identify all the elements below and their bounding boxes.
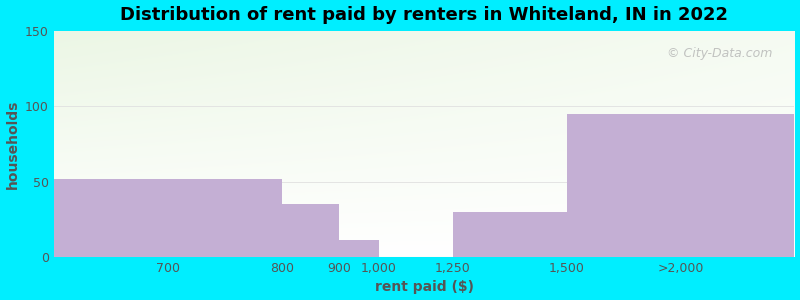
Y-axis label: households: households <box>6 99 19 188</box>
Bar <box>54 178 282 257</box>
Title: Distribution of rent paid by renters in Whiteland, IN in 2022: Distribution of rent paid by renters in … <box>120 6 728 24</box>
Bar <box>282 204 338 257</box>
Bar <box>453 212 566 257</box>
X-axis label: rent paid ($): rent paid ($) <box>374 280 474 294</box>
Bar <box>338 240 378 257</box>
Text: © City-Data.com: © City-Data.com <box>667 46 772 59</box>
Bar <box>566 114 794 257</box>
